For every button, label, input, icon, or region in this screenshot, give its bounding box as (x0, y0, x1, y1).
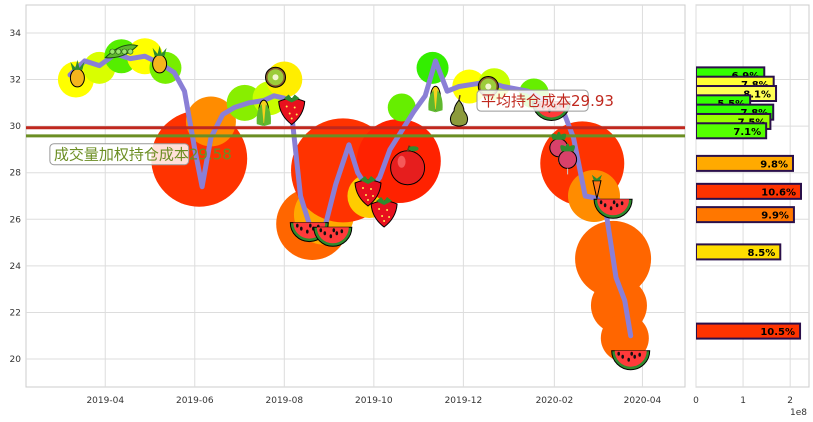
x-tick-label: 2019-10 (355, 396, 393, 406)
volume-bubble (387, 93, 416, 122)
radish-icon (558, 143, 578, 175)
volume-bubble (185, 96, 236, 147)
y-tick-label: 28 (10, 169, 22, 179)
y-tick-label: 20 (10, 355, 22, 365)
volume-bar-label: 7.1% (733, 127, 761, 138)
cost-annotation: 成交量加权持仓成本29.58 (54, 146, 232, 164)
volume-bar (696, 243, 782, 261)
x-tick-label: 2020-04 (624, 396, 662, 406)
volume-bar-label: 10.6% (761, 187, 796, 198)
x-axis-ticks: 2019-04 2019-06 2019-08 2019-10 2019-12 2020-… (86, 396, 661, 406)
volume-bar-label: 10.5% (760, 327, 795, 338)
apple-icon (390, 145, 426, 186)
strawberry-icon (278, 94, 306, 126)
peas-icon (104, 44, 139, 59)
volume-bar (696, 154, 794, 172)
pear-icon (449, 94, 469, 127)
side-x-tick-label: 2 (787, 396, 793, 406)
y-tick-label: 34 (10, 29, 22, 39)
watermelon-icon (313, 226, 353, 247)
x-tick-label: 2019-06 (176, 396, 214, 406)
volume-bar (696, 182, 802, 200)
side-x-tick-label: 1 (740, 396, 746, 406)
side-x-offset-label: 1e8 (790, 408, 807, 418)
x-tick-label: 2019-04 (86, 396, 124, 406)
x-tick-label: 2019-08 (266, 396, 304, 406)
volume-bar-label: 8.1% (743, 90, 771, 101)
side-x-axis-ticks: 0 1 2 1e8 (693, 396, 807, 418)
annotation-box (49, 143, 190, 166)
corn-icon (256, 99, 271, 127)
pineapple-icon (152, 45, 168, 74)
cost-annotation: 平均持仓成本29.93 (481, 92, 614, 110)
kiwi-icon (265, 66, 286, 88)
volume-bubble (600, 314, 649, 363)
y-tick-label: 26 (10, 215, 22, 225)
volume-bar-label: 9.9% (761, 211, 789, 222)
volume-bar-label: 9.8% (760, 159, 788, 170)
volume-bar (696, 322, 802, 340)
cost-lines-layer (26, 126, 685, 138)
volume-bar (696, 122, 768, 140)
volume-bar-label: 8.5% (748, 248, 776, 259)
x-tick-label: 2020-02 (536, 396, 574, 406)
y-axis-ticks: 20 22 24 26 28 30 32 34 (10, 29, 22, 365)
annotation-box (476, 89, 589, 112)
annotation-layer: 平均持仓成本29.93 成交量加权持仓成本29.58 (49, 89, 614, 166)
corn-icon (428, 85, 443, 113)
y-tick-label: 32 (10, 76, 21, 86)
pineapple-icon (69, 59, 85, 88)
strawberry-icon (370, 197, 398, 228)
x-tick-label: 2019-12 (445, 396, 483, 406)
y-tick-label: 24 (10, 262, 22, 272)
side-x-tick-label: 0 (693, 396, 699, 406)
strawberry-icon (354, 176, 382, 207)
watermelon-icon (611, 350, 651, 371)
y-tick-label: 30 (10, 122, 22, 132)
carrot-icon (591, 174, 602, 199)
y-tick-label: 22 (10, 308, 21, 318)
volume-bar (696, 206, 795, 224)
watermelon-icon (593, 198, 633, 219)
volume-bars-layer: 6.9%7.8%8.1%5.5%7.8%7.5%7.1%9.8%10.6%9.9… (696, 66, 802, 340)
